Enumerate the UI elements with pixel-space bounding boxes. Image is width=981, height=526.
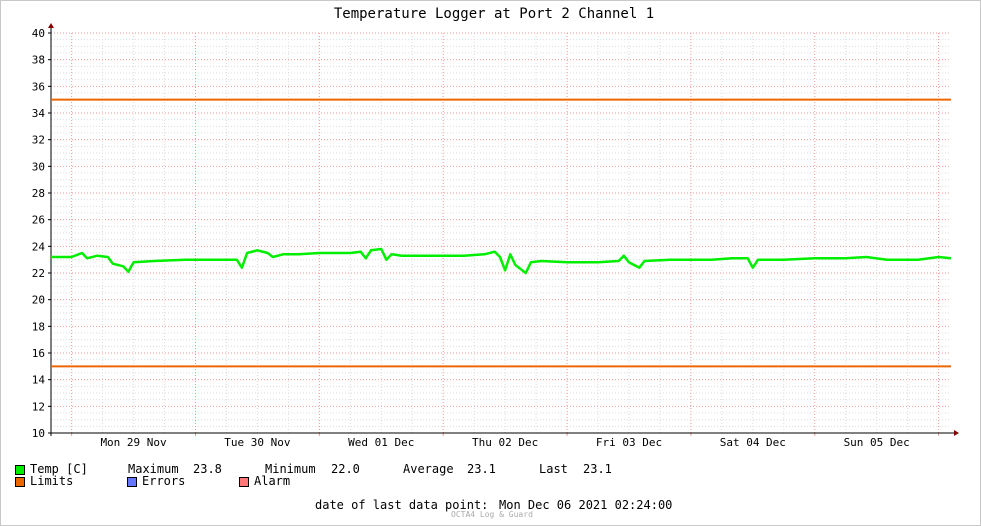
y-tick-label: 14 bbox=[32, 374, 46, 387]
y-tick-label: 16 bbox=[32, 347, 45, 360]
y-tick-label: 20 bbox=[32, 294, 45, 307]
axis-layer bbox=[48, 23, 959, 436]
y-tick-label: 18 bbox=[32, 320, 45, 333]
temp-swatch bbox=[15, 465, 25, 475]
x-tick-label: Sat 04 Dec bbox=[720, 436, 786, 449]
alarm-legend-label: Alarm bbox=[254, 474, 291, 488]
last-data-point-value: Mon Dec 06 2021 02:24:00 bbox=[499, 498, 673, 512]
series-layer bbox=[51, 98, 952, 368]
minimum-value: 22.0 bbox=[331, 462, 360, 476]
minimum-label: Minimum bbox=[265, 462, 316, 476]
x-tick-label: Mon 29 Nov bbox=[100, 436, 167, 449]
y-tick-label: 28 bbox=[32, 187, 45, 200]
average-label: Average bbox=[403, 462, 454, 476]
y-axis-arrow bbox=[48, 23, 54, 28]
last-label: Last bbox=[539, 462, 568, 476]
average-value: 23.1 bbox=[467, 462, 496, 476]
y-tick-label: 30 bbox=[32, 160, 45, 173]
errors-legend-label: Errors bbox=[142, 474, 186, 488]
y-tick-label: 34 bbox=[32, 107, 46, 120]
tick-label-layer: 10 12 14 16 18 20 22 24 26 28 30 32 34 36 38 40 Mon 29 N… bbox=[32, 27, 910, 449]
y-tick-label: 22 bbox=[32, 267, 45, 280]
chart-title: Temperature Logger at Port 2 Channel 1 bbox=[334, 6, 654, 22]
y-tick-label: 26 bbox=[32, 214, 45, 227]
temp-series-line bbox=[51, 247, 952, 275]
grid-layer bbox=[51, 32, 951, 434]
y-tick-label: 24 bbox=[32, 240, 46, 253]
errors-swatch bbox=[127, 477, 137, 487]
last-data-point-label: date of last data point: bbox=[315, 498, 489, 512]
limits-legend-label: Limits bbox=[30, 474, 74, 488]
temp-legend-label: Temp [C] bbox=[30, 462, 88, 476]
x-tick-label: Fri 03 Dec bbox=[596, 436, 662, 449]
y-tick-label: 38 bbox=[32, 54, 45, 67]
x-axis-arrow bbox=[954, 430, 959, 436]
x-tick-label: Thu 02 Dec bbox=[472, 436, 538, 449]
maximum-value: 23.8 bbox=[193, 462, 222, 476]
x-tick-label: Tue 30 Nov bbox=[224, 436, 291, 449]
y-tick-label: 12 bbox=[32, 400, 45, 413]
y-tick-label: 36 bbox=[32, 80, 45, 93]
maximum-label: Maximum bbox=[128, 462, 179, 476]
last-value: 23.1 bbox=[583, 462, 612, 476]
y-tick-label: 40 bbox=[32, 27, 45, 40]
y-tick-label: 10 bbox=[32, 427, 45, 440]
x-tick-label: Wed 01 Dec bbox=[348, 436, 414, 449]
limits-swatch bbox=[15, 477, 25, 487]
y-tick-label: 32 bbox=[32, 134, 45, 147]
alarm-swatch bbox=[239, 477, 249, 487]
credit-text: OCTA4 Log & Guard bbox=[451, 510, 533, 519]
x-tick-label: Sun 05 Dec bbox=[844, 436, 910, 449]
